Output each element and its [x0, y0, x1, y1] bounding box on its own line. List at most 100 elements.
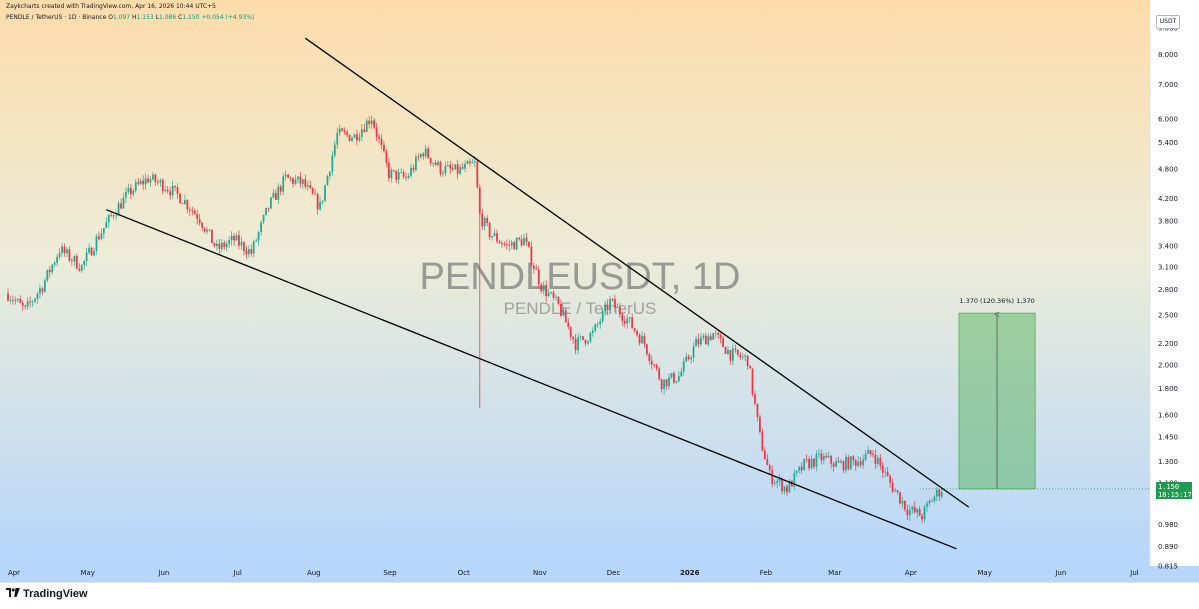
candle-body [658, 368, 661, 380]
candle-body [211, 229, 213, 243]
candle-body [43, 280, 46, 292]
candle-body [260, 222, 262, 232]
candle-body [51, 264, 54, 273]
price-tick-label: 5.400 [1158, 139, 1178, 147]
candle-body [149, 179, 152, 183]
candle-body [279, 186, 282, 192]
candle-body [336, 132, 339, 145]
lower-trendline[interactable] [106, 209, 957, 550]
candle-body [235, 235, 238, 241]
candle-body [476, 161, 479, 188]
candle-body [415, 156, 417, 170]
open-label: O [108, 14, 113, 21]
candle-body [358, 137, 361, 141]
candle-body [913, 506, 916, 513]
candle-body [872, 453, 874, 455]
candle-body [633, 328, 636, 331]
candle-body [304, 179, 307, 187]
time-axis[interactable]: Apr May Jun Jul Aug Sep Oct Nov Dec 2026 Feb Mar Apr… [8, 569, 1139, 577]
candle-body [225, 243, 228, 248]
candle-body [842, 461, 845, 471]
candle-body [660, 379, 663, 390]
candle-body [756, 403, 759, 417]
candle-body [628, 317, 631, 319]
candle-body [144, 178, 147, 185]
price-tick-label: 4.800 [1158, 165, 1178, 173]
tradingview-logo[interactable]: TradingView [6, 588, 88, 600]
high-label: H [132, 14, 137, 21]
candle-body [56, 256, 59, 263]
candle-body [641, 336, 643, 344]
candle-body [70, 260, 73, 262]
price-tick-label: 2.500 [1158, 311, 1178, 319]
candle-body [380, 138, 383, 146]
candle-body [215, 243, 218, 247]
candle-body [481, 213, 484, 227]
candle-body [493, 233, 496, 237]
upper-trendline[interactable] [304, 37, 970, 508]
candle-body [282, 176, 285, 192]
target-projection[interactable]: 1.370 (120.36%) 1,370 [920, 297, 1150, 490]
candle-body [171, 185, 174, 196]
candle-body [329, 171, 331, 177]
trendlines[interactable] [106, 37, 970, 550]
candle-body [220, 242, 223, 249]
current-price-value: 1.150 [1158, 482, 1180, 491]
candlestick-series [7, 115, 943, 524]
candle-body [186, 200, 189, 210]
candle-body [341, 128, 344, 131]
candle-body [793, 473, 796, 487]
candle-body [7, 293, 9, 301]
candle-body [707, 336, 710, 345]
candle-body [535, 268, 538, 270]
candle-body [510, 242, 513, 246]
candle-body [729, 350, 732, 361]
candle-body [174, 185, 176, 188]
candle-body [940, 492, 943, 497]
candle-body [727, 350, 729, 354]
time-tick-label: Dec [607, 569, 621, 577]
candle-body [702, 335, 705, 338]
candle-body [557, 296, 560, 305]
candle-body [469, 161, 471, 164]
symbol-description[interactable]: PENDLE / TetherUS · 1D · Binance [6, 14, 107, 21]
time-tick-label: Jul [232, 569, 242, 577]
candle-body [904, 500, 906, 510]
candle-body [626, 318, 629, 324]
price-tick-label: 6.000 [1158, 115, 1178, 123]
time-axis-background [0, 566, 1199, 582]
candle-body [569, 326, 572, 337]
candle-body [795, 470, 798, 474]
price-tick-label: 1.300 [1158, 458, 1178, 466]
candle-body [272, 192, 275, 198]
candle-body [751, 368, 754, 395]
candle-body [184, 200, 186, 205]
candle-body [402, 172, 405, 177]
candle-body [700, 337, 702, 345]
price-chart[interactable]: PENDLEUSDT, 1D PENDLE / TetherUS 1.370 (… [0, 0, 1199, 582]
change-value: +0.054 (+4.93%) [201, 14, 255, 21]
candle-body [734, 348, 737, 350]
candle-body [321, 200, 324, 202]
candle-body [137, 182, 140, 184]
candle-body [584, 339, 587, 344]
currency-badge[interactable]: USDT [1156, 15, 1180, 29]
candle-body [695, 338, 697, 347]
candle-body [599, 321, 602, 324]
candle-body [763, 450, 766, 460]
candle-body [921, 515, 924, 520]
time-tick-label: Nov [533, 569, 547, 577]
candle-body [798, 466, 801, 471]
candle-body [496, 233, 498, 242]
candle-body [582, 336, 584, 340]
candle-body [854, 460, 857, 467]
candle-body [594, 324, 597, 331]
candle-body [503, 244, 506, 245]
candle-body [513, 242, 516, 250]
candle-body [456, 164, 459, 174]
candle-body [761, 432, 764, 451]
candle-body [926, 503, 928, 507]
candle-body [808, 459, 810, 469]
candle-body [75, 255, 78, 269]
candle-body [621, 314, 624, 321]
